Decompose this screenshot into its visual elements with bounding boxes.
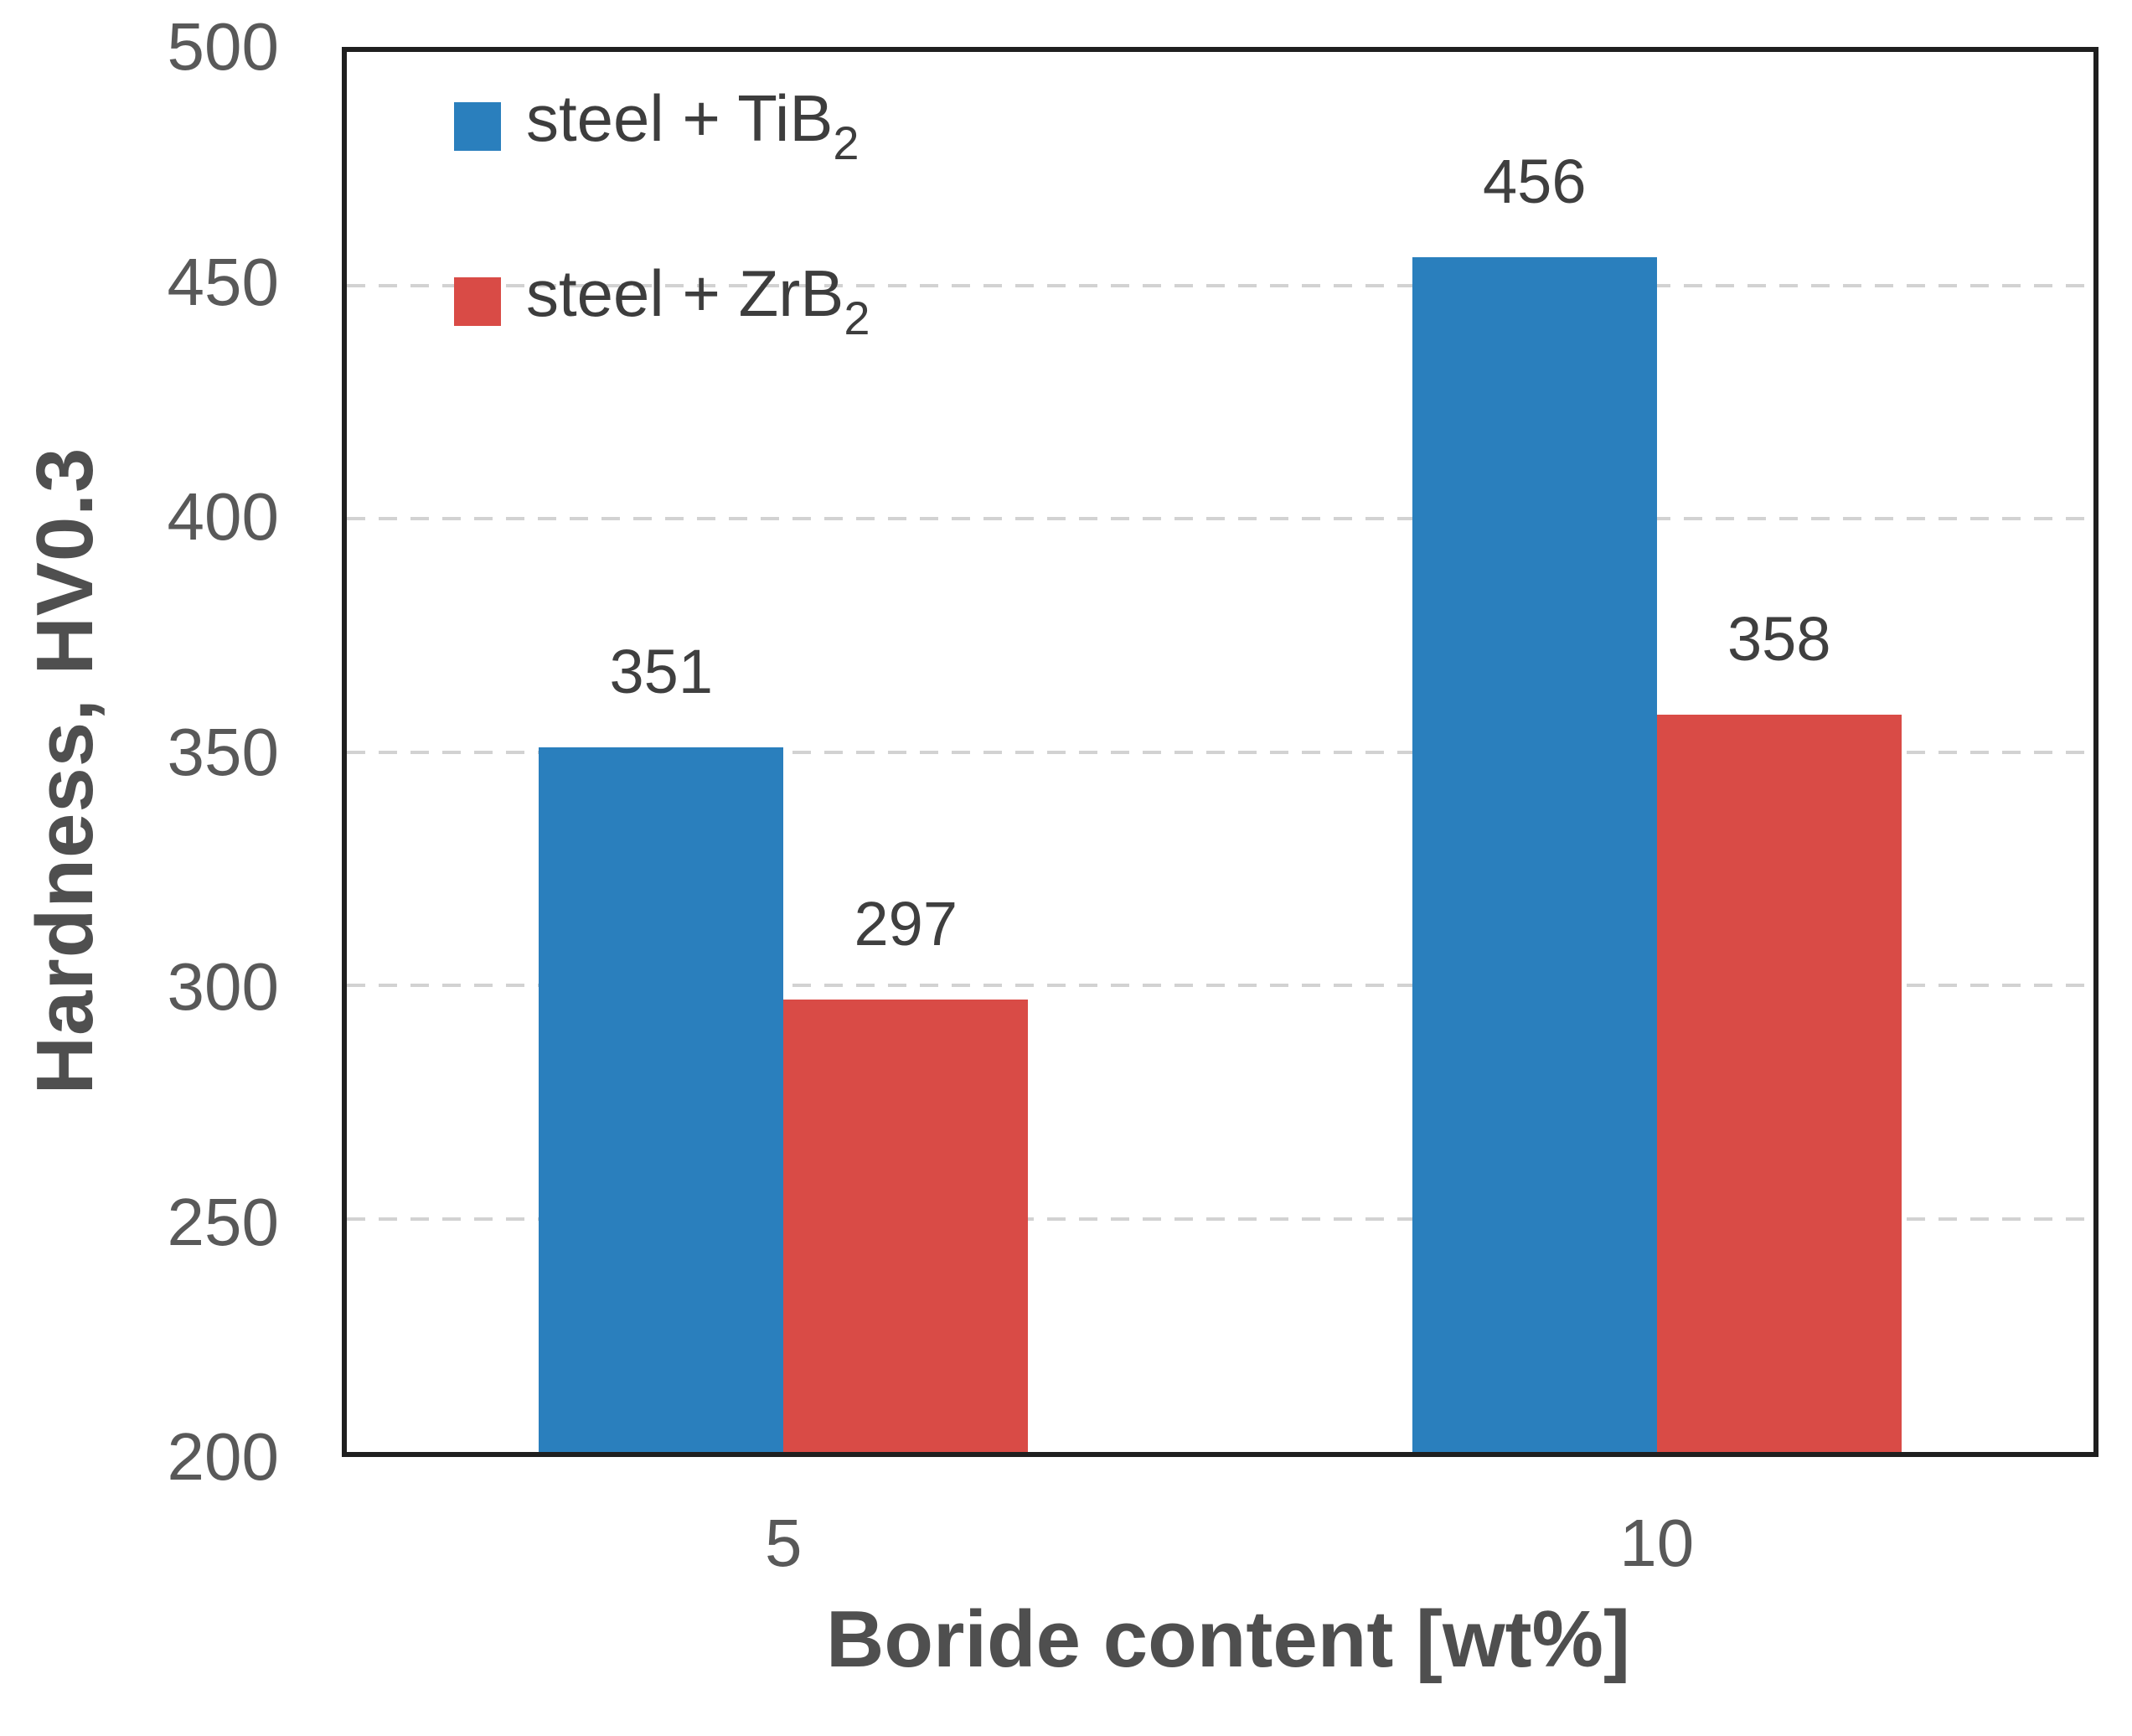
y-tick-label-400: 400 (167, 479, 279, 554)
gridline-300 (347, 984, 2093, 987)
y-tick-label-300: 300 (167, 949, 279, 1024)
bar-steel-tib2-10wt (1412, 257, 1657, 1452)
value-label-steel-tib2-10wt: 456 (1483, 147, 1587, 217)
gridline-450 (347, 283, 2093, 287)
value-label-steel-tib2-5wt: 351 (609, 636, 713, 706)
x-tick-label-5: 5 (765, 1506, 803, 1580)
legend-label-steel-tib2: steel + TiB2 (526, 85, 860, 167)
y-tick-label-450: 450 (167, 244, 279, 319)
legend-item-steel-tib2: steel + TiB2 (454, 85, 870, 167)
legend-label-text: steel + TiB (526, 81, 834, 155)
y-tick-label-250: 250 (167, 1184, 279, 1259)
x-axis-title: Boride content [wt%] (826, 1594, 1630, 1684)
y-axis-title: Hardness, HV0.3 (20, 447, 110, 1095)
value-label-steel-zrb2-10wt: 358 (1727, 603, 1831, 674)
y-tick-label-500: 500 (167, 9, 279, 84)
gridline-400 (347, 517, 2093, 520)
bar-steel-zrb2-5wt (783, 999, 1029, 1452)
legend-item-steel-zrb2: steel + ZrB2 (454, 261, 870, 342)
legend-label-text: steel + ZrB (526, 256, 844, 330)
gridline-250 (347, 1217, 2093, 1221)
legend: steel + TiB2 steel + ZrB2 (454, 85, 870, 342)
bar-steel-tib2-5wt (539, 747, 784, 1452)
legend-swatch-steel-zrb2 (454, 276, 501, 326)
y-tick-label-200: 200 (167, 1419, 279, 1494)
legend-label-subscript: 2 (844, 292, 870, 344)
legend-label-steel-zrb2: steel + ZrB2 (526, 261, 870, 342)
x-tick-label-10: 10 (1619, 1506, 1695, 1580)
plot-area: 351 297 456 358 steel + TiB2 steel + ZrB2 (342, 47, 2098, 1457)
y-tick-label-350: 350 (167, 714, 279, 789)
value-label-steel-zrb2-5wt: 297 (854, 888, 958, 958)
bar-steel-zrb2-10wt (1656, 714, 1902, 1452)
legend-swatch-steel-tib2 (454, 101, 501, 151)
gridline-350 (347, 750, 2093, 754)
legend-label-subscript: 2 (833, 116, 860, 169)
